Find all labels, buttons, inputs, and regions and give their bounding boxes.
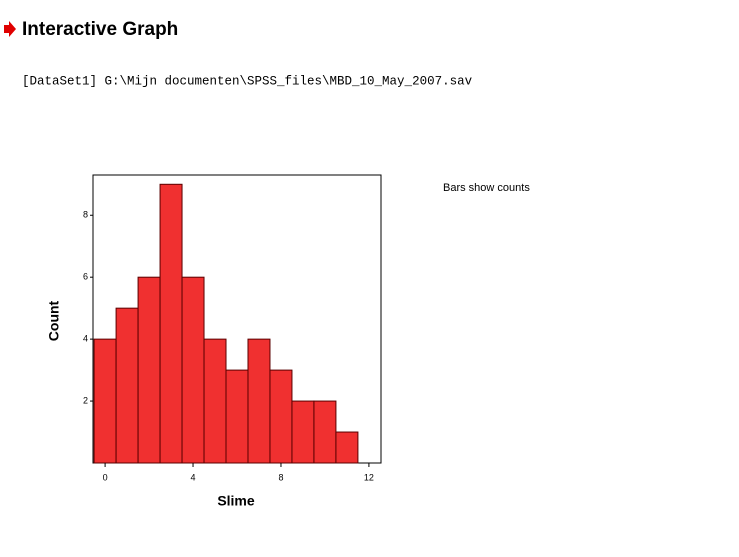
x-tick-label: 0	[103, 472, 108, 482]
x-tick-label: 4	[191, 472, 196, 482]
y-tick-label: 2	[83, 395, 88, 405]
histogram-bar	[93, 338, 117, 464]
y-tick-label: 6	[83, 272, 88, 282]
dataset-path: [DataSet1] G:\Mijn documenten\SPSS_files…	[22, 74, 473, 88]
page-title: Interactive Graph	[22, 19, 178, 40]
x-tick-label: 12	[364, 472, 374, 482]
histogram-bar	[225, 369, 249, 464]
x-axis-title: Slime	[217, 493, 255, 509]
histogram-bar	[335, 431, 359, 464]
histogram-bar	[137, 276, 161, 464]
y-tick-label: 8	[83, 210, 88, 220]
histogram-bar	[115, 307, 139, 464]
y-axis-title: Count	[46, 300, 62, 341]
histogram-bar	[247, 338, 271, 464]
histogram-bar	[291, 400, 315, 464]
histogram-bar	[159, 183, 183, 464]
histogram-bar	[181, 276, 205, 464]
histogram-bar	[203, 338, 227, 464]
histogram-bar	[313, 400, 337, 464]
header-arrow-icon	[4, 21, 16, 37]
x-tick-label: 8	[278, 472, 283, 482]
annotation: Bars show counts	[443, 182, 530, 194]
histogram-bar	[269, 369, 293, 464]
y-tick-label: 4	[83, 334, 88, 344]
